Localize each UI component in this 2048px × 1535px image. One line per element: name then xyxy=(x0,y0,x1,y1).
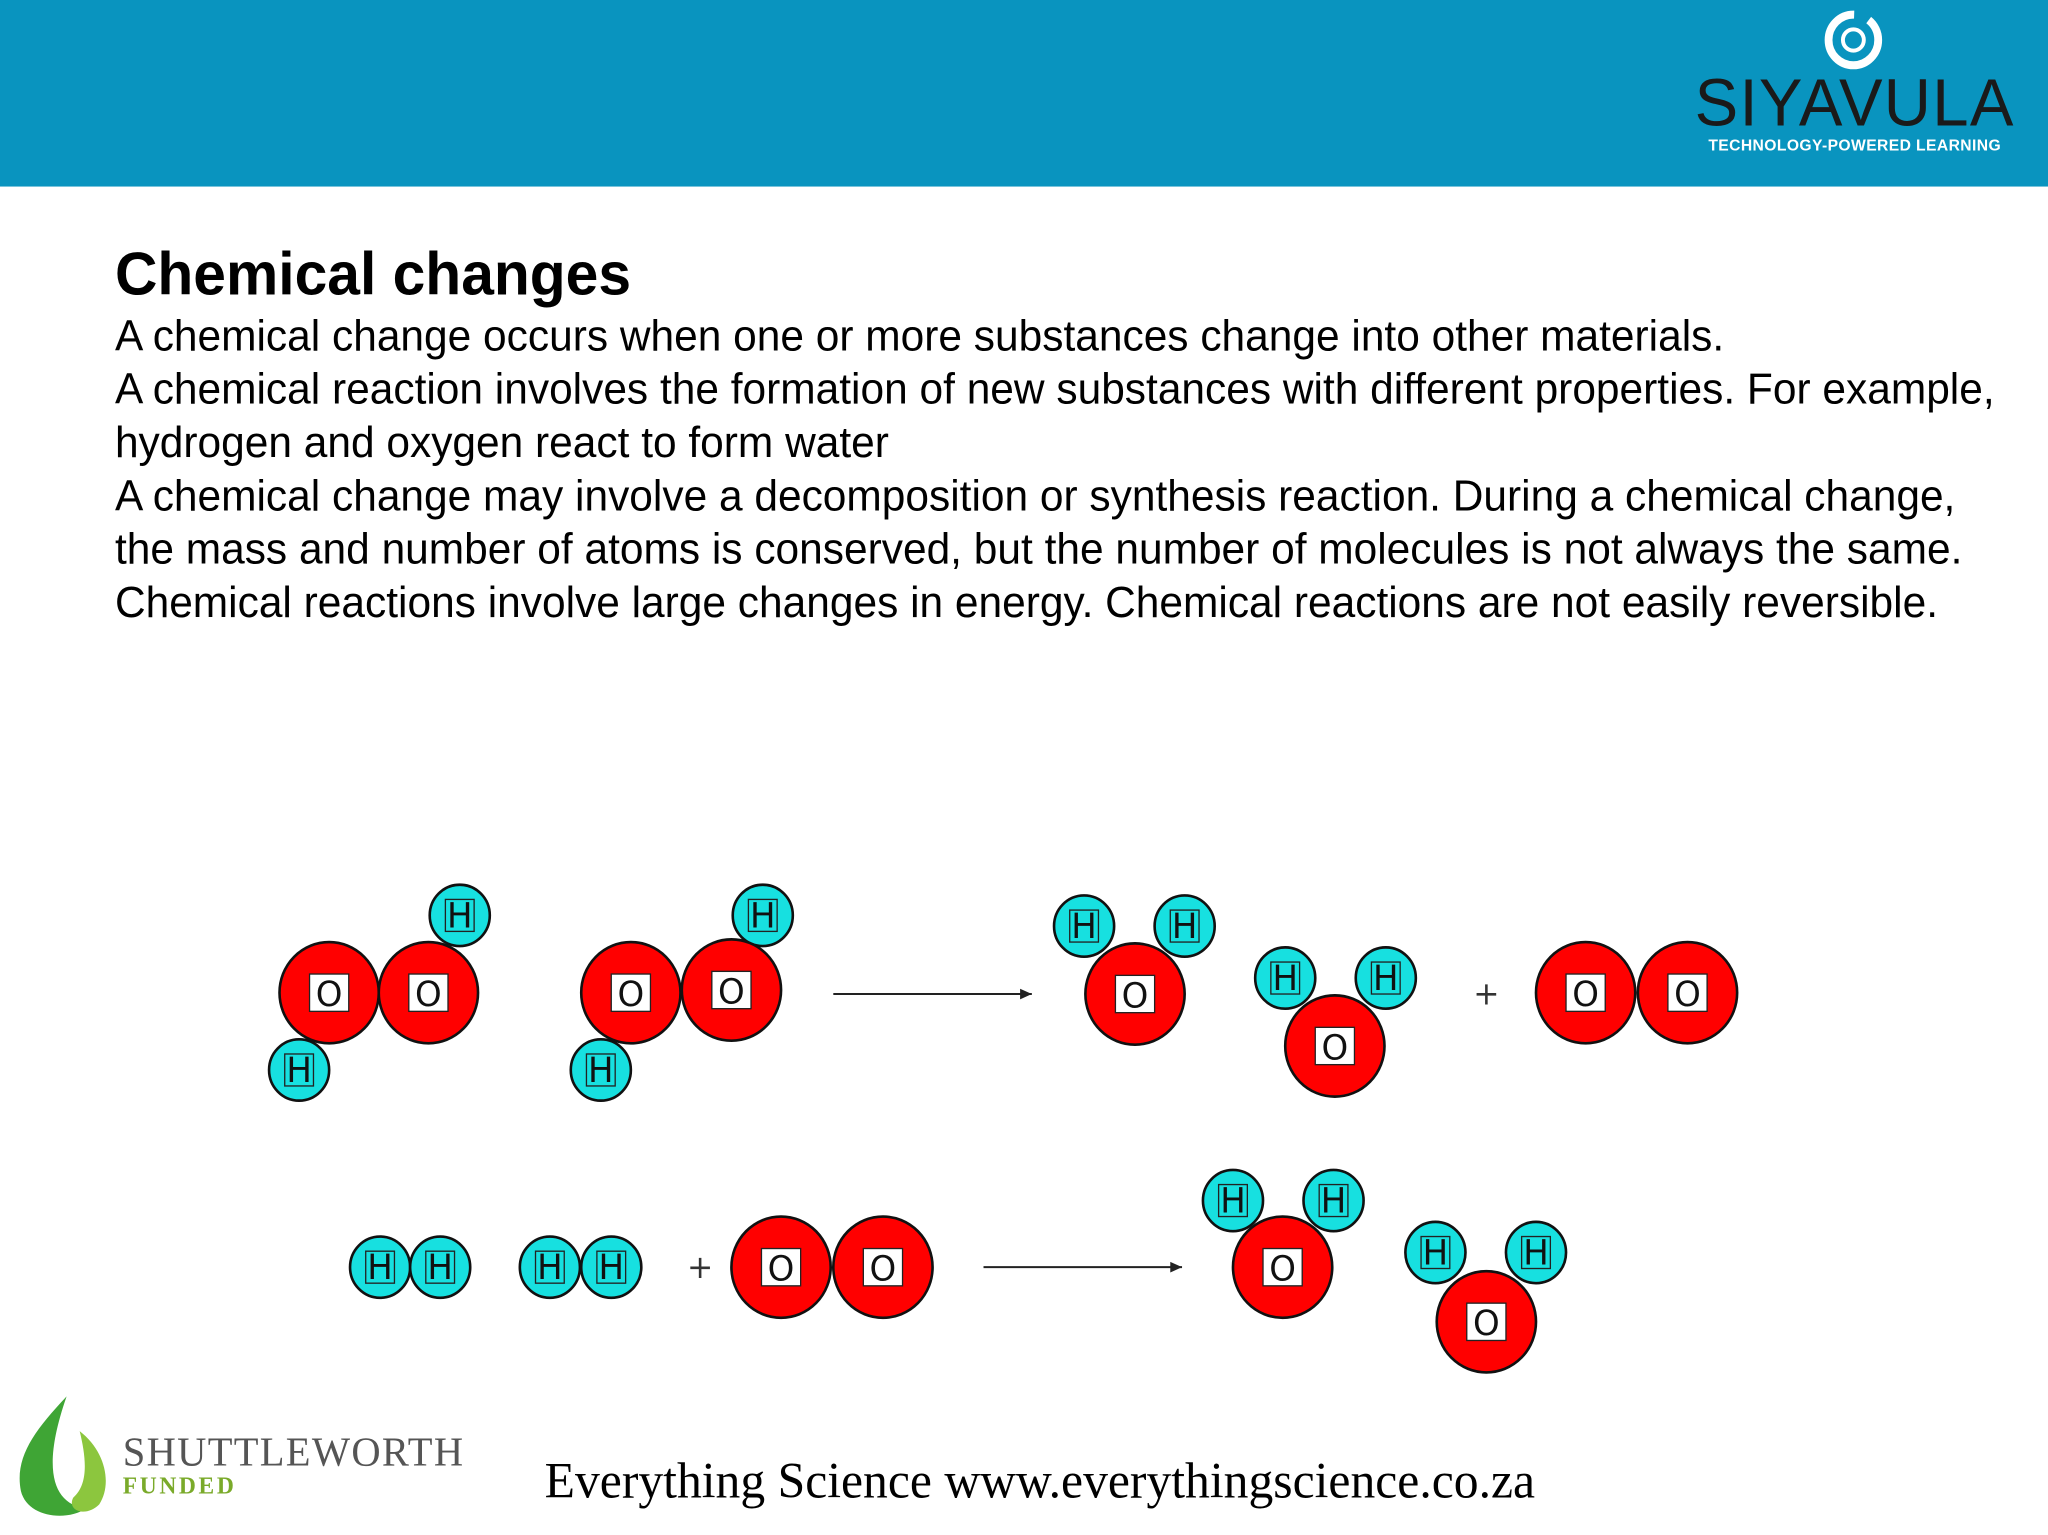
atom-label: H xyxy=(427,1248,453,1288)
atom-label: H xyxy=(1373,959,1399,999)
atom-box xyxy=(1565,973,1606,1013)
logo-icon xyxy=(1824,10,1883,70)
plus-sign: + xyxy=(1473,976,1499,1012)
atom-box xyxy=(1270,961,1301,995)
paragraph: A chemical change may involve a decompos… xyxy=(114,471,1963,573)
brand: SIYAVULA TECHNOLOGY-POWERED LEARNING xyxy=(1685,67,2025,155)
atom-label: H xyxy=(598,1248,624,1288)
atom-box xyxy=(747,898,778,933)
atom-label: O xyxy=(768,1249,795,1289)
atom-label: O xyxy=(870,1249,897,1289)
atom-label: H xyxy=(367,1248,393,1288)
title: Chemical changes xyxy=(114,239,632,308)
atom-label: H xyxy=(1321,1181,1347,1221)
atom-box xyxy=(1667,973,1708,1013)
atom-box xyxy=(711,970,752,1010)
atom-box xyxy=(1169,909,1200,943)
funder: SHUTTLEWORTH FUNDED xyxy=(122,1428,465,1500)
brand-tagline: TECHNOLOGY-POWERED LEARNING xyxy=(1708,135,2002,155)
atom-label: O xyxy=(1269,1249,1296,1289)
atom-label: H xyxy=(750,896,776,936)
funder-logo xyxy=(19,1396,106,1516)
atom-box xyxy=(534,1250,565,1284)
atom-label: H xyxy=(447,896,473,936)
atom-label: O xyxy=(1572,975,1599,1015)
content: Chemical changes A chemical change occur… xyxy=(115,240,1996,629)
arrow-head xyxy=(1020,988,1032,1000)
atom-label: H xyxy=(286,1051,312,1091)
atom-box xyxy=(1520,1235,1552,1270)
funder-name: SHUTTLEWORTH xyxy=(122,1428,465,1476)
atom-box xyxy=(1318,1183,1349,1218)
paragraph: Chemical reactions involve large changes… xyxy=(114,578,1938,627)
atom-box xyxy=(425,1250,456,1284)
atom-box xyxy=(1420,1235,1451,1270)
atom-box xyxy=(284,1053,315,1087)
atom-box xyxy=(1370,961,1401,995)
atom-box xyxy=(585,1053,616,1087)
brand-name: SIYAVULA xyxy=(1694,65,2015,140)
atom-box xyxy=(862,1247,904,1287)
atom-box xyxy=(1217,1183,1248,1218)
atom-label: O xyxy=(1674,975,1701,1015)
arrow-head xyxy=(1170,1261,1183,1273)
atom-box xyxy=(408,973,449,1013)
atom-box xyxy=(610,973,652,1013)
funder-tag: FUNDED xyxy=(122,1472,237,1500)
atom-box xyxy=(1466,1302,1507,1342)
atom-label: H xyxy=(1220,1181,1246,1221)
atom-box xyxy=(444,898,475,933)
atom-label: H xyxy=(1272,959,1298,999)
atom-box xyxy=(1114,974,1156,1014)
plus-sign: + xyxy=(687,1250,713,1286)
atom-label: O xyxy=(1473,1304,1500,1344)
atom-label: H xyxy=(1523,1233,1549,1273)
atom-label: O xyxy=(1122,976,1149,1016)
atom-box xyxy=(596,1250,627,1284)
atom-box xyxy=(1069,909,1100,943)
footer-text: Everything Science www.everythingscience… xyxy=(544,1453,1536,1510)
atom-box xyxy=(760,1247,802,1287)
atom-label: H xyxy=(588,1051,614,1091)
atom-label: O xyxy=(1321,1028,1348,1068)
atom-label: O xyxy=(718,972,745,1012)
atom-label: H xyxy=(1071,907,1097,947)
atom-label: O xyxy=(617,975,644,1015)
atom-box xyxy=(1262,1247,1303,1287)
atom-box xyxy=(365,1250,396,1284)
atom-box xyxy=(308,973,350,1013)
paragraph: A chemical change occurs when one or mor… xyxy=(114,311,1725,360)
atom-label: H xyxy=(1423,1233,1449,1273)
header-banner: SIYAVULA TECHNOLOGY-POWERED LEARNING xyxy=(0,0,2048,187)
atom-label: H xyxy=(537,1248,563,1288)
paragraph: A chemical reaction involves the formati… xyxy=(114,365,1995,467)
atom-label: H xyxy=(1172,907,1198,947)
atom-box xyxy=(1314,1026,1356,1066)
atom-label: O xyxy=(415,975,442,1015)
atom-label: O xyxy=(316,975,343,1015)
